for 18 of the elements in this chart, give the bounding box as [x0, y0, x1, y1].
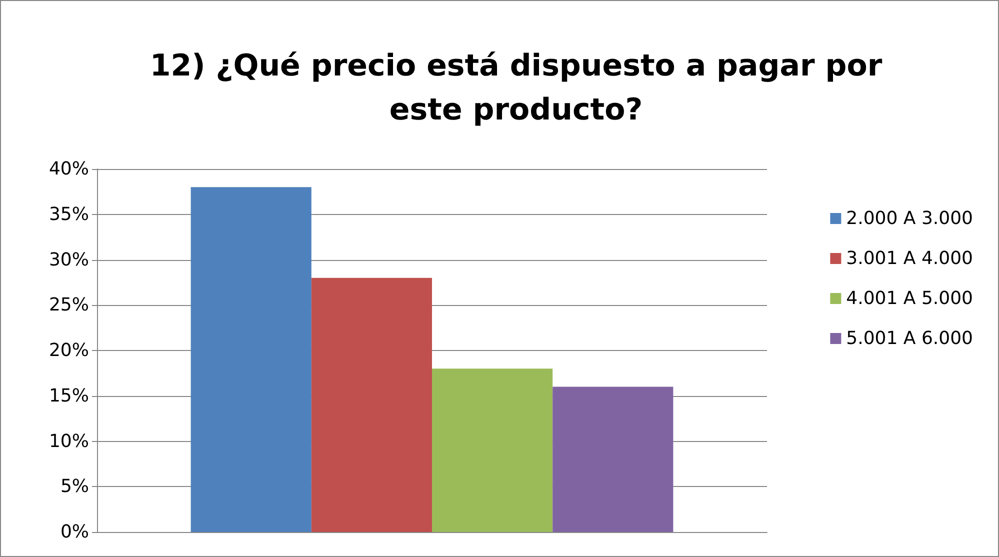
legend-label: 3.001 A 4.000 [846, 248, 974, 269]
y-tick-label: 20% [48, 340, 89, 361]
bar [552, 386, 674, 532]
legend-label: 4.001 A 5.000 [846, 288, 974, 309]
y-tick-label: 35% [48, 204, 89, 225]
legend-label: 2.000 A 3.000 [846, 208, 974, 229]
chart-title: 12) ¿Qué precio está dispuesto a pagar por este producto? [150, 48, 882, 128]
bar [432, 368, 553, 532]
y-tick-label: 5% [60, 476, 89, 498]
bar [311, 278, 432, 532]
y-tick-label: 15% [48, 385, 89, 406]
bar [190, 187, 312, 532]
y-tick-label: 40% [48, 158, 89, 180]
y-tick-label: 10% [48, 430, 89, 452]
y-tick-label: 30% [48, 249, 89, 270]
y-tick-label: 25% [48, 294, 89, 316]
y-tick-label: 0% [60, 522, 89, 542]
legend-label: 5.001 A 6.000 [846, 328, 974, 349]
